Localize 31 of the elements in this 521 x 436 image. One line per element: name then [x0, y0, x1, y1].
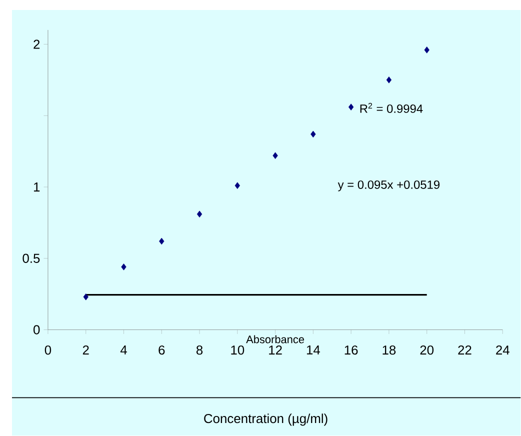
point [272, 152, 278, 160]
y-tick-label: 0.5 [22, 254, 40, 264]
x-tick-label: 18 [382, 346, 396, 355]
x-tick-label: 0 [44, 346, 52, 355]
point [424, 46, 430, 54]
x-tick-label: 6 [158, 346, 165, 355]
point [348, 104, 354, 111]
point [234, 182, 240, 190]
x-tick-label: 20 [420, 346, 434, 355]
x-tick-label: 14 [306, 346, 320, 355]
y-tick-label: 0 [34, 325, 40, 334]
x-tick-label: 4 [120, 346, 127, 355]
text: Absorbance [246, 335, 304, 344]
x-tick-label: 16 [344, 346, 358, 355]
y-tick-label: 2 [34, 40, 40, 49]
x-tick-label: 24 [496, 346, 510, 355]
x-tick-label: 8 [196, 346, 203, 355]
point [159, 238, 164, 245]
annotation: y = 0.095x +0.0519 [338, 180, 440, 192]
x-tick-label: 12 [269, 346, 282, 355]
x-axis-title: Concentration (µg/ml) [204, 414, 328, 426]
point [386, 76, 392, 84]
point [310, 130, 316, 138]
point [121, 264, 126, 270]
annotation: R$^{2}$ = 0.9994 [360, 103, 423, 114]
x-tick-label: 10 [231, 346, 244, 355]
point [196, 210, 202, 218]
y-tick-label: 1 [34, 182, 40, 192]
x-tick-label: 22 [458, 346, 472, 355]
x-tick-label: 2 [82, 346, 89, 355]
point [83, 294, 88, 300]
